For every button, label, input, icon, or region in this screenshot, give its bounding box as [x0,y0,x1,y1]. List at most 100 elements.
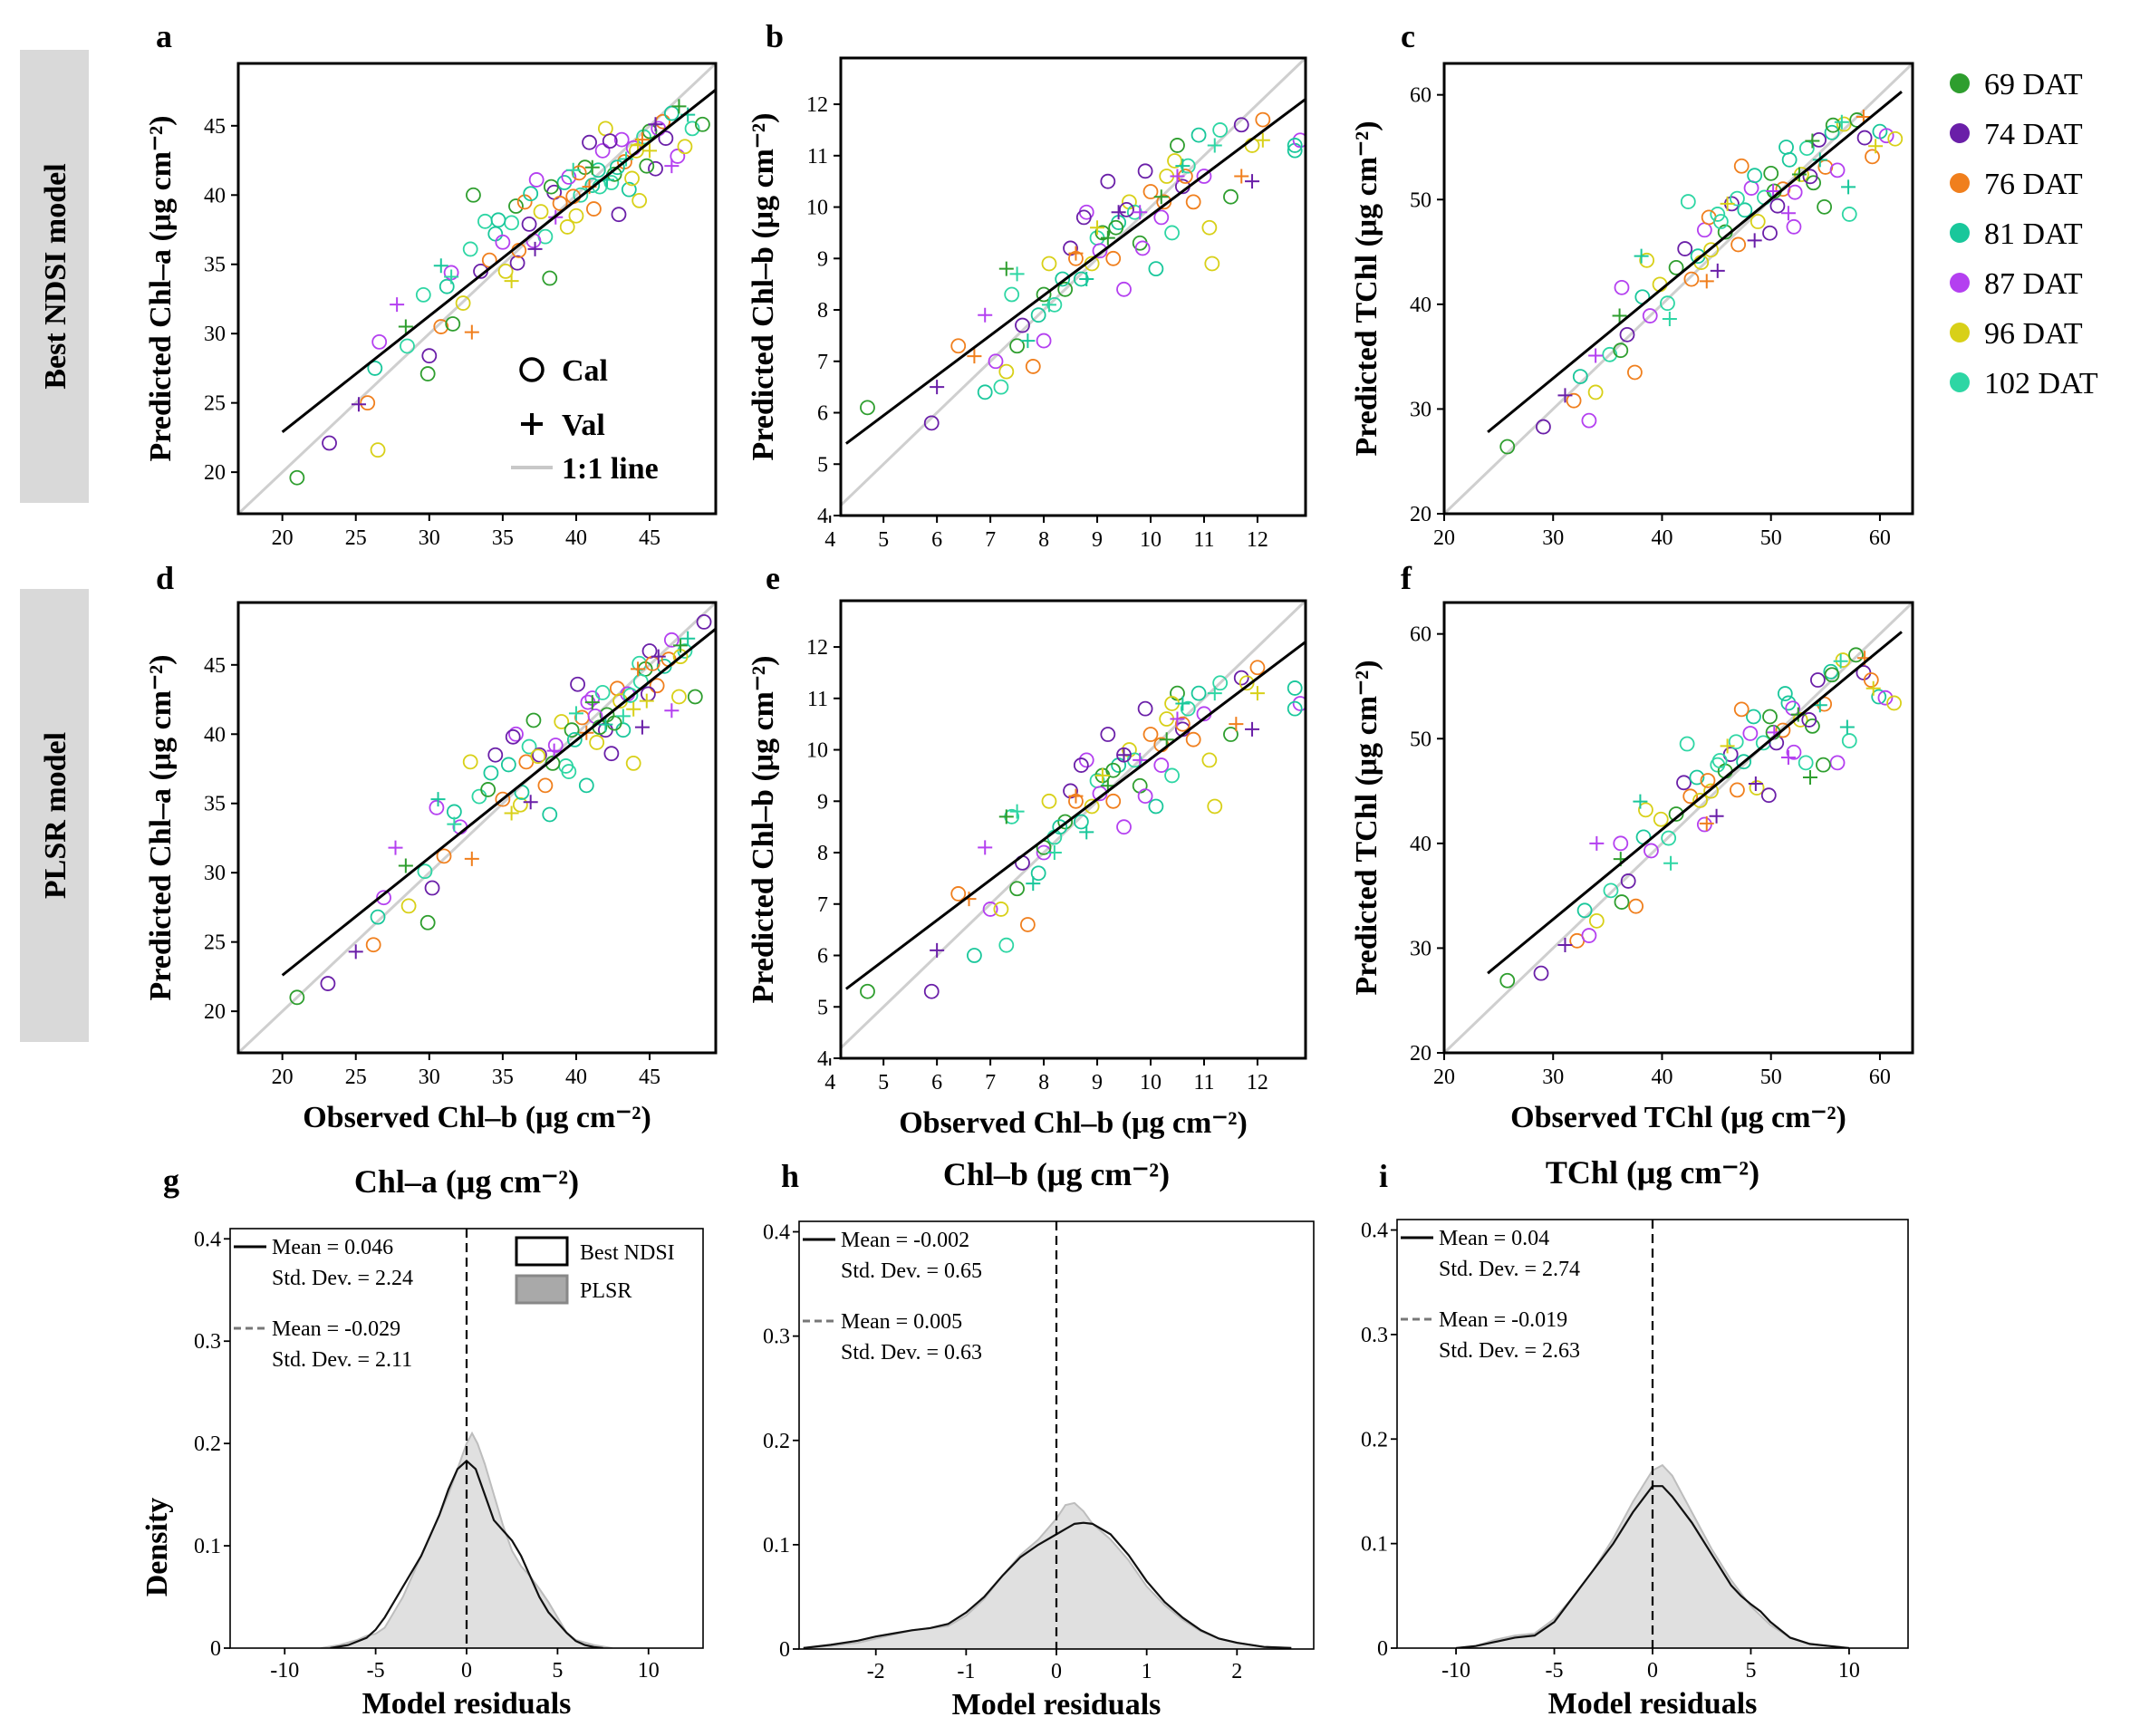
y-tick-label: 0.1 [194,1535,221,1558]
x-tick-label: 12 [1247,1071,1268,1095]
y-tick-label: 30 [204,862,226,885]
cal-point [1212,122,1229,138]
cal-point [1786,744,1802,760]
val-point [1709,808,1724,824]
cal-point [594,685,611,700]
cal-point [1185,731,1201,747]
x-tick-label: 60 [1869,1066,1891,1089]
y-tick-label: 0.3 [194,1330,221,1354]
val-point [615,709,631,724]
val-point [398,319,413,334]
val-point [680,631,696,646]
cal-point [631,192,648,208]
cal-point [648,160,663,177]
one-to-one-line [238,603,716,1053]
plot-area-d [238,603,716,1053]
cal-point [1780,695,1797,711]
cal-point [424,880,440,896]
cal-point [495,234,511,250]
val-point [1833,653,1848,669]
y-tick-label: 0 [210,1637,221,1661]
cal-point [1619,326,1635,342]
x-tick-label: 8 [1038,1071,1049,1095]
cal-point [613,131,630,148]
x-tick-label: 8 [1038,528,1049,552]
val-point [1612,308,1627,323]
cal-point [1233,670,1249,686]
cal-point [1223,188,1239,205]
dat-legend-label: 87 DAT [1984,267,2083,301]
val-point [664,159,680,174]
x-axis-label: Observed TChl (μg cm⁻²) [1510,1101,1846,1134]
cal-point [622,688,639,703]
cal-point [1841,207,1857,222]
cal-point [1137,700,1153,717]
y-tick-label: 20 [204,461,226,485]
val-point [1068,246,1084,261]
val-point [1747,233,1762,248]
val-point [1245,721,1260,737]
cal-point [1533,965,1549,981]
x-tick-label: 60 [1869,526,1891,550]
x-tick-label: 10 [1140,1071,1162,1095]
cal-point [542,270,558,286]
dat-legend-marker [1950,173,1970,193]
cal-point [1887,130,1904,147]
one-to-one-line [1444,63,1913,514]
y-tick-label: 8 [817,299,828,323]
cal-point [860,983,875,999]
y-tick-label: 7 [817,893,828,917]
cal-point [1223,727,1239,742]
cal-point [1798,755,1814,771]
cal-point [1638,802,1653,818]
x-tick-label: 4 [824,1071,835,1095]
cal-point [1212,675,1229,691]
x-tick-label: 45 [639,1066,660,1089]
x-tick-label: 25 [345,1066,367,1089]
cal-point [1057,281,1074,297]
cal-point [998,937,1015,953]
row-label-box-plsr [20,589,89,1042]
cal-point [1041,793,1057,809]
val-point [430,792,446,807]
cal-point [542,806,558,823]
plot-frame-b [839,56,1307,517]
y-tick-label: 60 [1410,623,1431,647]
panel-label-f: f [1401,560,1412,596]
val-point [584,159,600,175]
y-tick-label: 5 [817,453,828,477]
cal-point [1207,798,1223,815]
val-point [1207,138,1222,153]
cal-point [1878,128,1894,144]
y-tick-label: 30 [204,323,226,346]
cal-point [1287,680,1303,696]
val-point [1663,855,1679,871]
plsr-sd: Std. Dev. = 2.11 [272,1348,412,1372]
x-tick-label: 11 [1193,528,1214,552]
val-point [568,706,583,721]
cal-point [663,632,680,648]
cal-point [371,333,388,350]
cal-point [1602,346,1618,362]
val-point [1780,206,1796,221]
cal-point [1116,281,1132,297]
panel-d: d 20 25 30 35 40 45 20 25 30 35 40 45 Predicted Chl–a… [144,560,718,1134]
cal-point [1787,184,1803,200]
cal-point [1742,726,1759,741]
cal-point [1196,169,1212,184]
cal-point [1763,165,1779,181]
plot-frame-h [798,1220,1315,1650]
val-point [1153,189,1169,205]
cal-point [1116,819,1132,835]
val-point [1133,752,1148,767]
val-point [1834,114,1849,130]
dat-legend-label: 81 DAT [1984,217,2083,251]
x-tick-label: 2 [1231,1660,1242,1683]
val-point [1234,169,1249,184]
val-point [998,809,1014,825]
cal-point [566,731,583,747]
cal-point [462,754,478,770]
val-point [1175,159,1190,174]
cal-point [1204,256,1220,272]
val-point [444,269,459,285]
